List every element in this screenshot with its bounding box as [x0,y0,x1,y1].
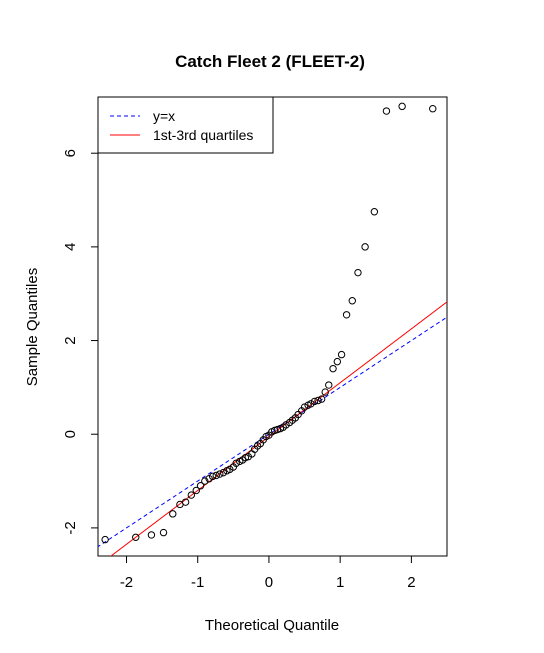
data-point [169,510,177,518]
reference-line-0 [98,316,447,548]
data-point [361,243,369,251]
data-point [232,459,240,467]
x-tick-label: 0 [265,574,273,591]
data-point [132,533,140,541]
data-point [382,107,391,115]
data-point [354,268,362,277]
y-tick-label: 0 [62,430,79,438]
legend-box [97,96,274,154]
x-axis: -2 -1 0 1 2 [120,555,416,591]
x-tick-label: 1 [336,574,344,591]
data-point [321,388,329,396]
data-point [329,364,337,373]
reference-line-1 [110,301,447,556]
data-point [208,472,217,481]
data-point [216,470,224,478]
y-tick-label: 6 [62,149,79,157]
data-point [181,498,190,506]
y-tick-label: -2 [62,521,79,534]
data-point [314,396,322,405]
legend-label-y-equals-x: y=x [153,108,175,124]
reference-lines [98,301,447,556]
y-tick-label: 2 [62,336,79,344]
data-point [192,486,200,495]
data-point [159,528,168,537]
data-point [370,208,379,216]
data-point [398,102,406,111]
data-point [201,477,209,485]
data-point [196,482,205,490]
legend: y=x 1st-3rd quartiles [97,96,274,154]
legend-label-quartiles: 1st-3rd quartiles [153,127,253,143]
x-tick-label: 2 [407,574,415,591]
data-point [187,491,196,499]
x-axis-label: Theoretical Quantile [205,617,339,634]
data-point [147,531,156,539]
data-point [342,311,351,319]
data-point [219,468,228,477]
data-point [101,535,109,544]
data-point [429,105,437,113]
data-point [310,397,319,406]
data-point [337,350,346,359]
chart-title: Catch Fleet 2 (FLEET-2) [175,52,365,71]
x-tick-label: -2 [120,574,133,591]
x-tick-label: -1 [191,574,204,591]
data-point [325,381,333,389]
data-point [333,357,342,366]
data-point [348,297,356,305]
data-point [212,471,220,480]
data-point [317,395,326,403]
plot-frame [97,96,448,557]
y-tick-label: 4 [62,243,79,251]
y-axis-label: Sample Quantiles [24,268,41,386]
data-point [300,403,309,411]
y-axis: -2 0 2 4 6 [62,149,99,535]
sample-points [101,102,437,544]
